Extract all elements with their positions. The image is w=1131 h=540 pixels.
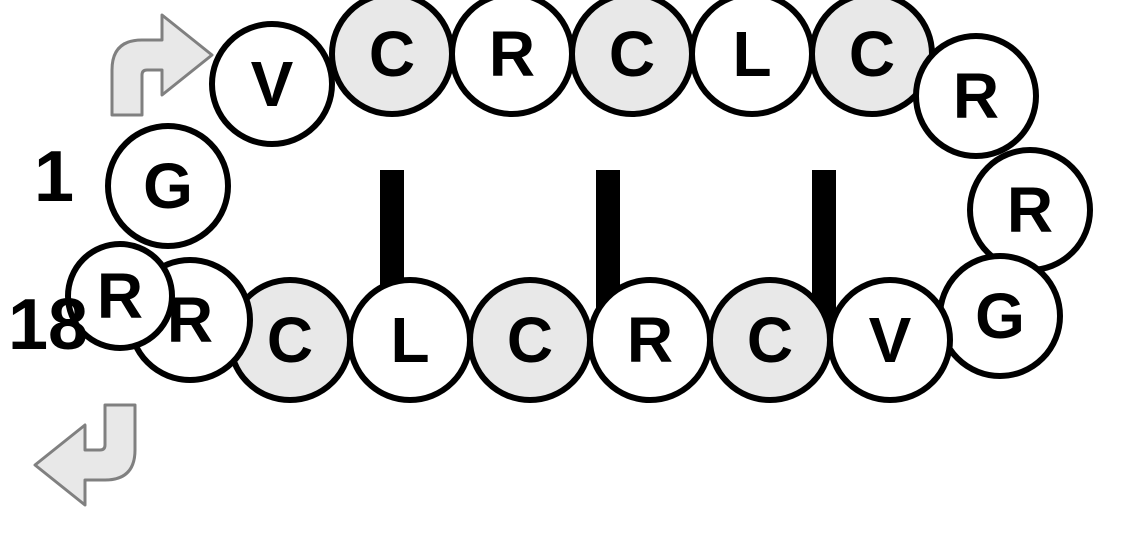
- position-label-start: 1: [34, 136, 74, 218]
- residue-n6: L: [689, 0, 815, 117]
- residue-n11: V: [827, 277, 953, 403]
- residue-n8: R: [913, 33, 1039, 159]
- residue-n13: R: [587, 277, 713, 403]
- residue-n15: L: [347, 277, 473, 403]
- residue-n4: R: [449, 0, 575, 117]
- residue-n5: C: [569, 0, 695, 117]
- residue-n3: C: [329, 0, 455, 117]
- residue-n1: G: [105, 123, 231, 249]
- residue-n2: V: [209, 21, 335, 147]
- residue-n10: G: [937, 253, 1063, 379]
- residue-n14: C: [467, 277, 593, 403]
- position-label-end: 18: [8, 284, 88, 366]
- residue-n12: C: [707, 277, 833, 403]
